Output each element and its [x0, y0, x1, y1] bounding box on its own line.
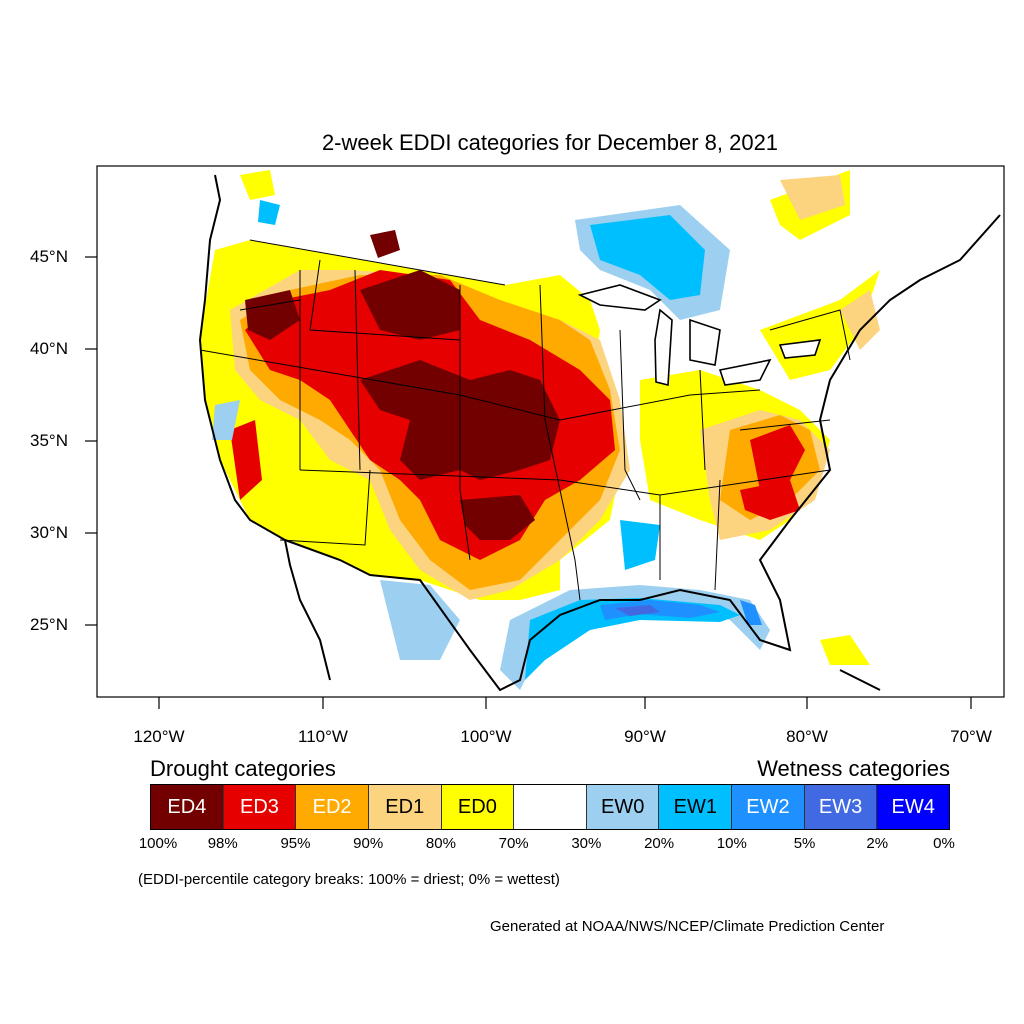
lon-label-90: 90°W — [624, 727, 666, 746]
ew3-regions — [615, 605, 660, 616]
coastlines — [198, 174, 1001, 692]
legend-box-ew2: EW2 — [732, 785, 805, 829]
percentile-labels: 100% 98% 95% 90% 80% 70% 30% 20% 10% 5% 2% 0% — [0, 835, 1024, 855]
lat-label-35: 35°N — [30, 431, 68, 450]
legend-box-ed1: ED1 — [368, 785, 442, 829]
legend-box-ew4: EW4 — [877, 785, 950, 829]
category-legend: ED4 ED3 ED2 ED1 ED0 EW0 EW1 EW2 EW3 EW4 — [150, 784, 950, 830]
lat-ticks — [85, 256, 97, 626]
lat-label-40: 40°N — [30, 339, 68, 358]
wetness-categories-heading: Wetness categories — [757, 756, 950, 781]
percentile-label: 98% — [207, 835, 238, 852]
state-borders — [199, 239, 851, 601]
legend-box-ed2: ED2 — [296, 785, 369, 829]
lon-ticks — [158, 697, 972, 709]
percentile-label: 90% — [353, 835, 384, 852]
legend-box-ew1: EW1 — [659, 785, 733, 829]
percentile-label: 0% — [933, 835, 955, 852]
lon-label-100: 100°W — [460, 727, 512, 746]
percentile-label: 30% — [571, 835, 602, 852]
percentile-label: 100% — [138, 835, 178, 852]
percentile-label: 20% — [644, 835, 675, 852]
lat-label-30: 30°N — [30, 523, 68, 542]
legend-box-ed4: ED4 — [151, 785, 224, 829]
great-lakes — [577, 284, 822, 387]
percentile-label: 5% — [793, 835, 816, 852]
lon-label-70: 70°W — [950, 727, 992, 746]
map-plot-area — [198, 170, 1001, 692]
legend-box-neutral — [514, 785, 587, 829]
ew1-regions — [258, 200, 740, 680]
percentile-label: 2% — [866, 835, 889, 852]
legend-box-ew0: EW0 — [586, 785, 660, 829]
plot-frame — [96, 165, 1005, 698]
percentile-label: 95% — [280, 835, 311, 852]
lon-label-80: 80°W — [786, 727, 828, 746]
credit-line: Generated at NOAA/NWS/NCEP/Climate Predi… — [490, 918, 885, 935]
lon-label-120: 120°W — [133, 727, 185, 746]
legend-box-ew3: EW3 — [804, 785, 878, 829]
map-title: 2-week EDDI categories for December 8, 2… — [321, 130, 779, 155]
percentile-label: 70% — [498, 835, 529, 852]
legend-box-ed0: ED0 — [441, 785, 515, 829]
drought-categories-heading: Drought categories — [150, 756, 336, 781]
percentile-label: 80% — [425, 835, 456, 852]
lon-label-110: 110°W — [298, 727, 348, 746]
lat-label-45: 45°N — [30, 247, 68, 266]
percentile-label: 10% — [716, 835, 747, 852]
category-breaks-note: (EDDI-percentile category breaks: 100% =… — [138, 871, 560, 888]
lat-label-25: 25°N — [30, 615, 68, 634]
legend-box-ed3: ED3 — [223, 785, 297, 829]
